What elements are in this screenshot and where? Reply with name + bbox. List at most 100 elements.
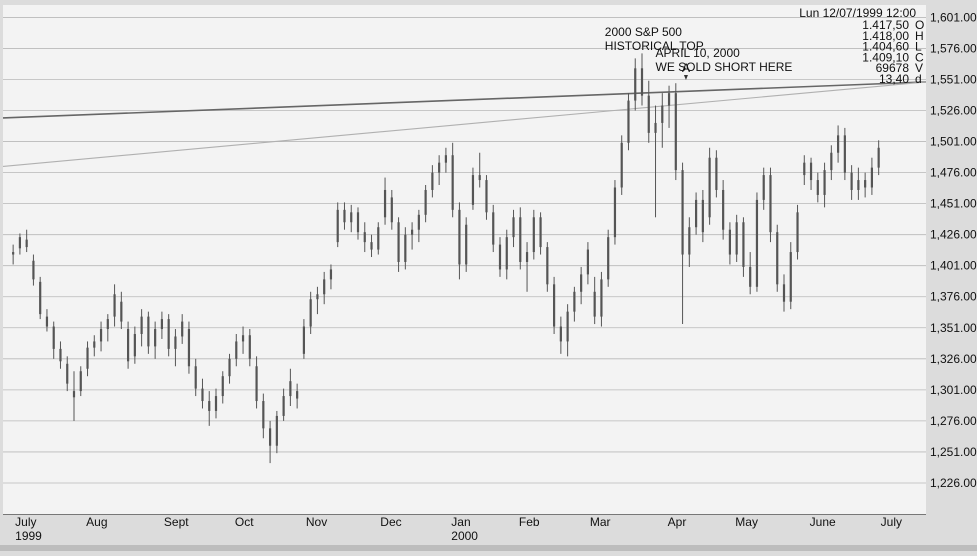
- info-key: L: [915, 40, 922, 54]
- y-tick-label: 1,301.00: [930, 383, 977, 397]
- candle: [350, 204, 353, 233]
- candle: [397, 217, 400, 272]
- candle-body: [789, 252, 792, 302]
- candle: [309, 291, 312, 334]
- candle-body: [154, 329, 157, 347]
- y-axis: 1,226.00 1,251.00 1,276.00 1,301.00 1,326.00…: [930, 10, 977, 490]
- candle-body: [329, 269, 333, 280]
- candle-body: [262, 401, 265, 429]
- candle: [248, 329, 251, 367]
- candle-body: [140, 316, 143, 334]
- candle: [640, 53, 644, 106]
- y-tick-label: 1,376.00: [930, 290, 977, 304]
- x-tick-label: Feb: [519, 515, 540, 529]
- candle: [532, 209, 535, 260]
- candle: [519, 207, 522, 270]
- candle-body: [444, 155, 448, 163]
- x-tick-label: July: [881, 515, 902, 529]
- candle-body: [742, 222, 745, 267]
- candle: [154, 321, 157, 359]
- info-key: d: [915, 72, 922, 86]
- candle: [492, 204, 495, 253]
- candle-body: [762, 175, 765, 200]
- candle-body: [431, 172, 434, 190]
- candle-body: [343, 209, 346, 223]
- candle: [377, 222, 380, 255]
- candle-body: [350, 212, 353, 223]
- candle-body: [694, 199, 698, 228]
- y-tick-label: 1,326.00: [930, 352, 977, 366]
- candle-body: [309, 299, 312, 327]
- candle-body: [877, 147, 880, 168]
- candle-body: [126, 329, 130, 362]
- info-key: C: [915, 50, 924, 64]
- candle-body: [93, 341, 96, 348]
- candle-body: [478, 175, 481, 181]
- annotation-text: HISTORICAL TOP: [605, 39, 704, 53]
- candle-body: [613, 187, 617, 238]
- candle-body: [248, 335, 251, 359]
- candle: [627, 93, 630, 151]
- candle-body: [776, 232, 779, 285]
- candle-body: [32, 260, 35, 280]
- annotation-text: 2000 S&P 500: [605, 25, 683, 39]
- x-tick-label: Sept: [164, 515, 189, 529]
- candle: [370, 234, 373, 258]
- candle-body: [59, 348, 62, 362]
- y-tick-label: 1,401.00: [930, 259, 977, 273]
- y-tick-label: 1,426.00: [930, 228, 977, 242]
- candle-body: [106, 319, 109, 330]
- x-tick-label: June: [810, 515, 836, 529]
- candle: [356, 207, 360, 240]
- candle-body: [681, 170, 684, 255]
- candle: [478, 152, 481, 188]
- candle-body: [133, 333, 136, 357]
- candle: [86, 341, 89, 377]
- candle-body: [302, 326, 306, 354]
- candle-body: [661, 105, 664, 123]
- candle: [647, 80, 650, 143]
- candle: [586, 242, 590, 285]
- candle: [843, 127, 846, 181]
- candle: [336, 202, 339, 248]
- candle-body: [755, 199, 759, 287]
- candle-body: [86, 347, 89, 369]
- candle: [546, 242, 549, 292]
- annotation-text: A: [682, 61, 690, 75]
- candle-body: [654, 122, 657, 133]
- candle-body: [147, 316, 150, 347]
- candle-body: [316, 294, 319, 300]
- info-key: O: [915, 18, 924, 32]
- candle: [25, 229, 28, 253]
- candle: [106, 314, 109, 342]
- y-tick-label: 1,576.00: [930, 41, 977, 55]
- candle-body: [289, 381, 292, 397]
- candle: [323, 271, 326, 305]
- candle-body: [823, 170, 826, 195]
- candle-body: [667, 93, 671, 106]
- candle: [688, 217, 691, 267]
- candle-body: [512, 217, 515, 238]
- candle: [194, 358, 197, 397]
- candle: [451, 142, 454, 218]
- candle-body: [208, 401, 211, 411]
- candle-body: [268, 428, 272, 446]
- candle-body: [471, 175, 475, 205]
- candle: [79, 366, 82, 397]
- candle: [823, 162, 826, 208]
- candle-body: [181, 321, 184, 337]
- candle: [465, 217, 468, 272]
- candle-body: [323, 279, 326, 295]
- candle: [32, 254, 35, 286]
- candle-body: [552, 284, 556, 327]
- candle: [228, 353, 231, 384]
- candle: [498, 237, 502, 277]
- candle-body: [383, 189, 387, 218]
- candle-body: [113, 294, 116, 317]
- candle-body: [803, 162, 806, 176]
- candle: [830, 145, 833, 181]
- x-tick-sublabel: 2000: [451, 529, 478, 543]
- candle-body: [404, 234, 407, 262]
- grid-lines: [3, 17, 926, 484]
- x-tick-label: Aug: [86, 515, 107, 529]
